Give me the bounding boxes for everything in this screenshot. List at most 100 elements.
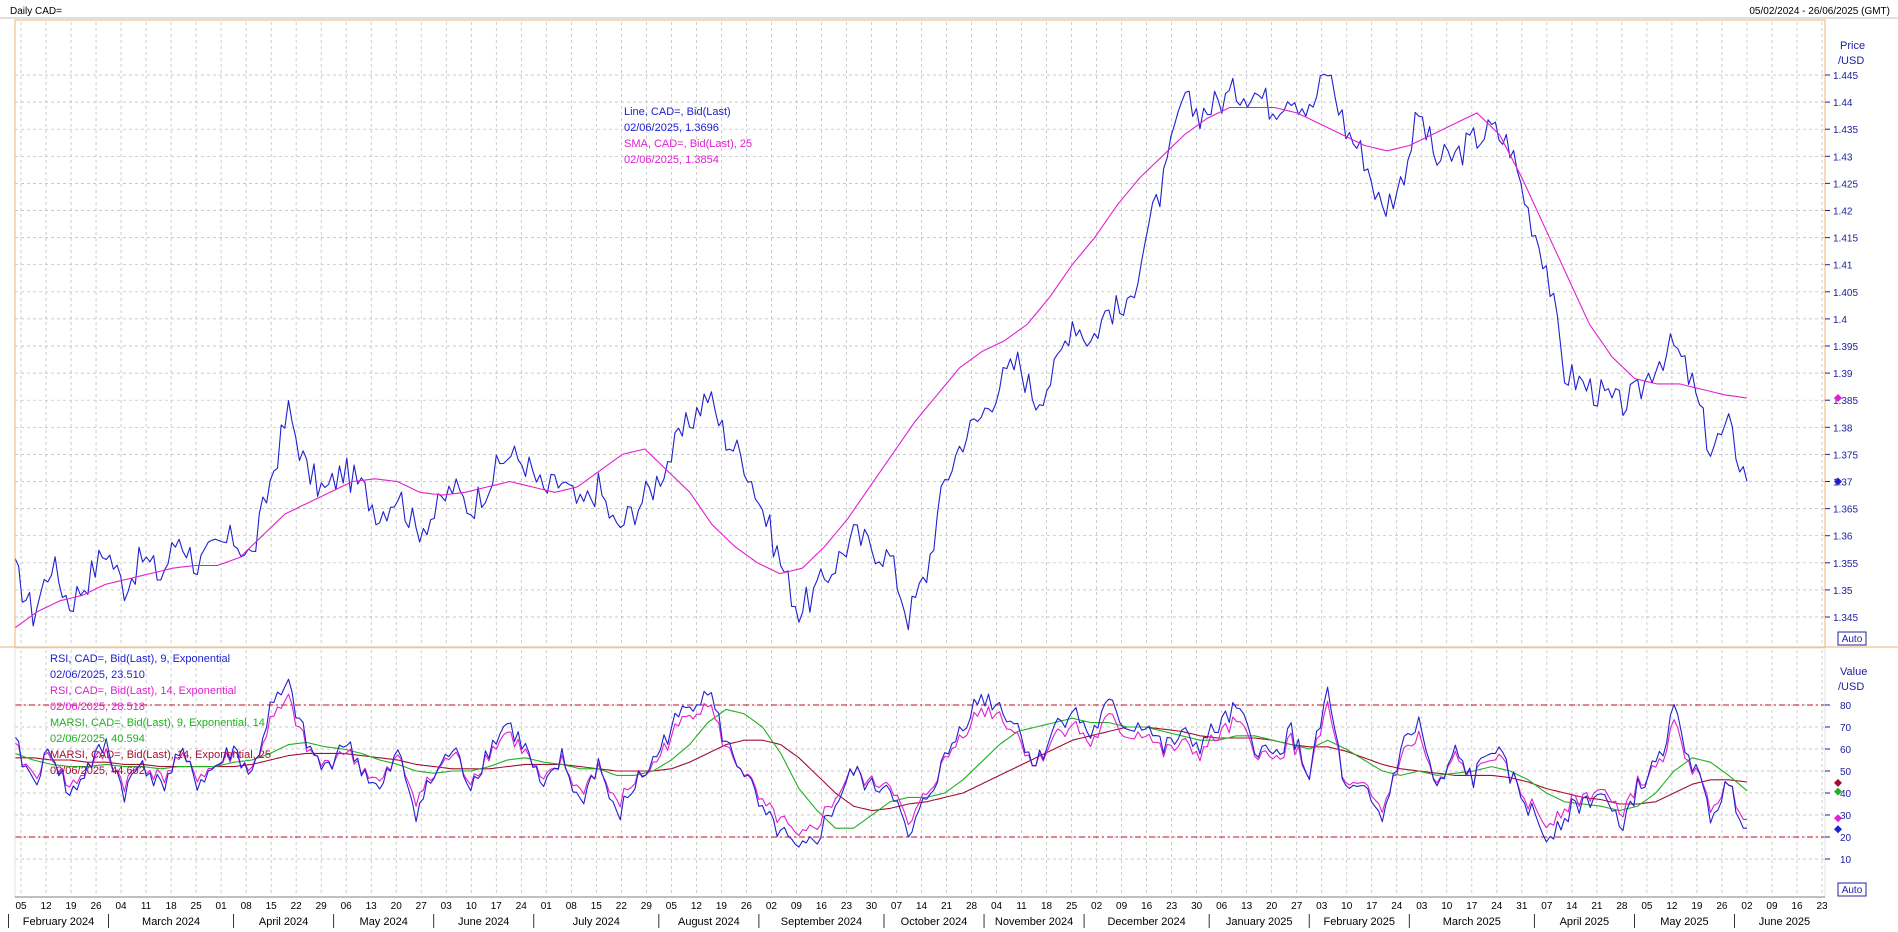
rsi-grid: [15, 650, 1825, 895]
rsi-legend-value: 02/06/2025, 28.518: [50, 701, 145, 713]
x-day-label: 10: [466, 901, 478, 912]
x-month-label: March 2024: [142, 916, 200, 928]
x-day-label: 11: [141, 901, 152, 912]
rsi-legend-label: RSI, CAD=, Bid(Last), 14, Exponential: [50, 685, 236, 697]
x-day-label: 27: [416, 901, 428, 912]
price-y-axis: 1.345 1.35 1.355 1.36 1.365 1.37 1.375 1.38 1.38…: [1825, 71, 1858, 624]
x-day-label: 06: [341, 901, 353, 912]
x-day-label: 03: [1416, 901, 1428, 912]
x-day-label: 14: [1566, 901, 1578, 912]
x-day-label: 19: [716, 901, 728, 912]
price-tick-label: 1.42: [1833, 207, 1853, 218]
rsi-tick-label: 20: [1840, 833, 1852, 844]
price-legend-value: 02/06/2025, 1.3854: [624, 154, 719, 166]
x-day-label: 20: [1266, 901, 1278, 912]
x-day-label: 17: [491, 901, 503, 912]
x-day-label: 09: [1116, 901, 1128, 912]
x-day-label: 14: [916, 901, 928, 912]
price-auto-button[interactable]: Auto: [1837, 631, 1867, 646]
x-day-label: 18: [1041, 901, 1053, 912]
price-legend: Line, CAD=, Bid(Last) 02/06/2025, 1.3696 S…: [624, 106, 752, 166]
x-day-label: 08: [566, 901, 578, 912]
rsi-legend-label: RSI, CAD=, Bid(Last), 9, Exponential: [50, 653, 230, 665]
rsi-series: [14, 678, 1748, 848]
svg-text:Auto: Auto: [1842, 885, 1863, 896]
price-axis-title: Price: [1840, 40, 1865, 52]
x-month-label: November 2024: [995, 916, 1073, 928]
x-day-label: 24: [1491, 901, 1503, 912]
rsi-legend-label: MARSI, CAD=, Bid(Last), 9, Exponential, …: [50, 717, 265, 729]
price-tick-label: 1.385: [1833, 396, 1858, 407]
x-month-label: April 2024: [259, 916, 309, 928]
rsi-panel-border: [14, 647, 1826, 898]
rsi9-line-series: [14, 678, 1747, 848]
x-day-label: 17: [1466, 901, 1478, 912]
x-day-label: 13: [1241, 901, 1253, 912]
rsi-legend-value: 02/06/2025, 44.602: [50, 765, 145, 777]
rsi-axis-title: Value: [1840, 666, 1867, 678]
rsi-y-axis: 10 20 30 40 50 60 70 80: [1825, 701, 1852, 866]
svg-text:Auto: Auto: [1842, 634, 1863, 645]
price-legend-value: 02/06/2025, 1.3696: [624, 122, 719, 134]
x-day-label: 15: [266, 901, 278, 912]
x-day-label: 25: [191, 901, 203, 912]
rsi-legend-value: 02/06/2025, 40.594: [50, 733, 145, 745]
x-day-label: 09: [1766, 901, 1778, 912]
x-day-label: 12: [1666, 901, 1678, 912]
price-axis-unit: /USD: [1838, 55, 1864, 67]
x-month-label: June 2025: [1759, 916, 1810, 928]
price-tick-label: 1.435: [1833, 125, 1858, 136]
x-day-label: 09: [791, 901, 803, 912]
x-day-label: 01: [216, 901, 228, 912]
rsi-last-marker: [1834, 814, 1842, 823]
rsi14-line-series: [14, 693, 1747, 836]
x-day-label: 25: [1066, 901, 1078, 912]
x-month-label: April 2025: [1560, 916, 1610, 928]
price-tick-label: 1.445: [1833, 71, 1858, 82]
rsi-tick-label: 30: [1840, 811, 1852, 822]
rsi-last-marker: [1834, 778, 1842, 787]
price-tick-label: 1.405: [1833, 288, 1858, 299]
x-day-label: 03: [1316, 901, 1328, 912]
x-day-label: 08: [241, 901, 253, 912]
x-day-label: 17: [1366, 901, 1378, 912]
x-day-label: 31: [1516, 901, 1528, 912]
price-tick-label: 1.415: [1833, 234, 1858, 245]
x-day-label: 05: [666, 901, 678, 912]
sma-last-marker: [1834, 394, 1842, 403]
x-day-label: 28: [1616, 901, 1628, 912]
x-day-label: 18: [166, 901, 178, 912]
x-day-label: 11: [1016, 901, 1027, 912]
x-day-label: 13: [366, 901, 378, 912]
x-day-label: 23: [1166, 901, 1178, 912]
x-day-label: 29: [316, 901, 328, 912]
price-tick-label: 1.43: [1833, 152, 1853, 163]
x-day-label: 03: [441, 901, 453, 912]
price-tick-label: 1.41: [1833, 261, 1853, 272]
rsi-legend-value: 02/06/2025, 23.510: [50, 669, 145, 681]
rsi-tick-label: 50: [1840, 767, 1852, 778]
price-tick-label: 1.365: [1833, 505, 1858, 516]
price-tick-label: 1.37: [1833, 478, 1853, 489]
x-day-label: 20: [391, 901, 403, 912]
x-month-label: October 2024: [901, 916, 968, 928]
chart-title: Daily CAD=: [10, 6, 62, 17]
x-day-label: 26: [90, 901, 102, 912]
rsi-tick-label: 70: [1840, 723, 1852, 734]
price-tick-label: 1.4: [1833, 315, 1847, 326]
x-day-label: 15: [591, 901, 603, 912]
price-grid: [15, 22, 1825, 645]
x-day-label: 27: [1291, 901, 1303, 912]
rsi-legend-label: MARSI, CAD=, Bid(Last), 14, Exponential,…: [50, 749, 271, 761]
price-tick-label: 1.375: [1833, 450, 1858, 461]
x-day-label: 24: [516, 901, 528, 912]
x-day-label: 24: [1391, 901, 1403, 912]
price-tick-label: 1.39: [1833, 369, 1853, 380]
rsi-last-marker: [1834, 787, 1842, 796]
x-month-label: May 2024: [360, 916, 408, 928]
marsi14-line-series: [15, 726, 1748, 812]
x-month-label: March 2025: [1443, 916, 1501, 928]
x-month-label: January 2025: [1226, 916, 1293, 928]
rsi-auto-button[interactable]: Auto: [1837, 882, 1867, 897]
